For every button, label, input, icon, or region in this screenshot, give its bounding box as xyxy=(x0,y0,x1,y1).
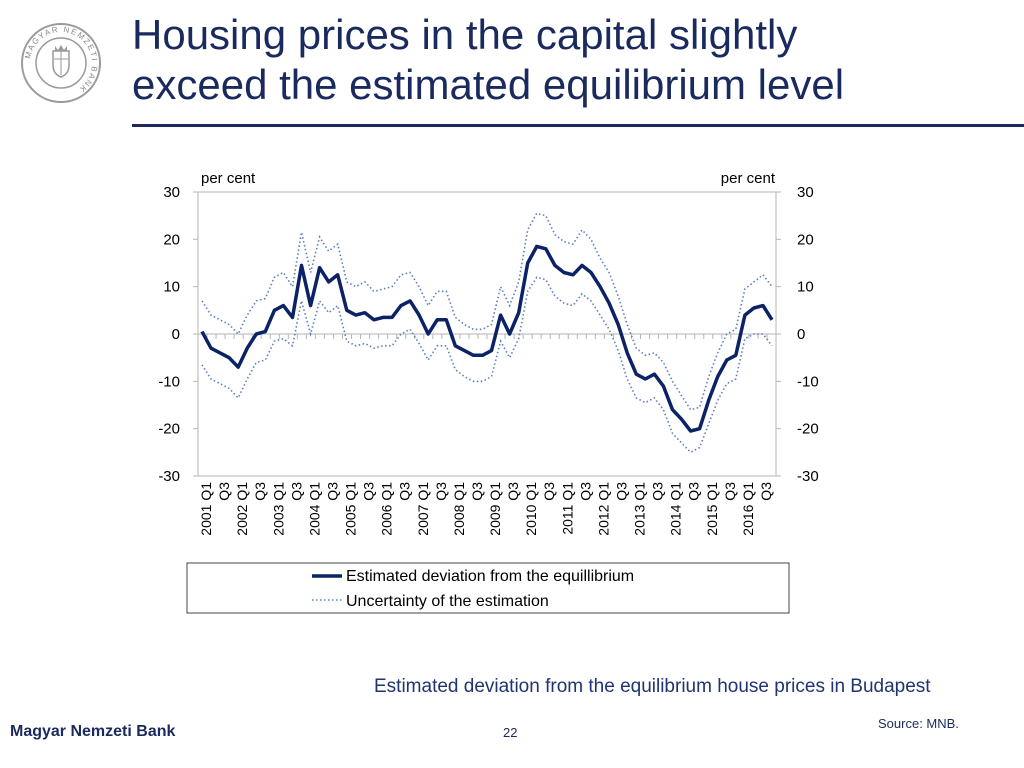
x-tick-label: Q3 xyxy=(469,482,485,501)
y-tick-label-right: -30 xyxy=(797,468,819,485)
y-tick-label-left: -10 xyxy=(158,373,180,390)
page-number: 22 xyxy=(503,725,518,740)
x-tick-label: Q3 xyxy=(397,482,413,501)
x-tick-label: 2016 Q1 xyxy=(740,482,756,536)
x-tick-label: 2002 Q1 xyxy=(234,482,250,536)
title-divider xyxy=(132,124,1024,127)
title-line-1: Housing prices in the capital slightly xyxy=(132,11,798,58)
uncertainty-lower-line xyxy=(201,276,773,454)
footer-brand: Magyar Nemzeti Bank xyxy=(10,723,176,740)
x-tick-label: 2004 Q1 xyxy=(306,482,322,536)
x-tick-label: 2010 Q1 xyxy=(523,482,539,536)
x-tick-label: Q3 xyxy=(288,482,304,501)
y-axis-label-left: per cent xyxy=(201,170,256,187)
y-tick-label-right: -10 xyxy=(797,373,819,390)
page-title: Housing prices in the capital slightly e… xyxy=(132,10,1012,110)
x-tick-label: 2006 Q1 xyxy=(379,482,395,536)
x-tick-label: Q3 xyxy=(650,482,666,501)
x-tick-label: Q3 xyxy=(433,482,449,501)
x-tick-label: Q3 xyxy=(324,482,340,501)
x-tick-label: 2007 Q1 xyxy=(415,482,431,536)
x-tick-label: 2003 Q1 xyxy=(270,482,286,536)
x-tick-label: Q3 xyxy=(722,482,738,501)
source-note: Source: MNB. xyxy=(878,716,959,731)
y-tick-label-left: 30 xyxy=(163,184,180,201)
y-tick-label-left: 0 xyxy=(172,326,180,343)
mnb-logo: MAGYAR NEMZETI BANK xyxy=(21,23,101,103)
x-tick-label: Q3 xyxy=(613,482,629,501)
y-tick-label-right: 10 xyxy=(797,279,814,296)
estimated-deviation-line xyxy=(200,244,774,433)
x-tick-label: 2015 Q1 xyxy=(704,482,720,536)
x-tick-label: 2012 Q1 xyxy=(595,482,611,536)
y-tick-label-right: 0 xyxy=(797,326,805,343)
title-line-2: exceed the estimated equilibrium level xyxy=(132,61,845,108)
x-tick-label: Q3 xyxy=(361,482,377,501)
y-tick-label-left: 20 xyxy=(163,231,180,248)
x-tick-label: Q3 xyxy=(252,482,268,501)
x-tick-label: 2011 Q1 xyxy=(559,482,575,535)
x-tick-label: Q3 xyxy=(505,482,521,501)
line-chart: -30 -20 -10 0 10 20 30 -30 -20 -10 0 10 20 30 2001 Q… xyxy=(158,170,819,614)
y-tick-label-right: 20 xyxy=(797,231,814,248)
y-axis-label-right: per cent xyxy=(721,170,776,187)
y-tick-label-right: 30 xyxy=(797,184,814,201)
y-tick-label-left: 10 xyxy=(163,279,180,296)
legend-label-estimate: Estimated deviation from the equillibriu… xyxy=(346,568,634,585)
x-tick-label: 2008 Q1 xyxy=(451,482,467,536)
chart-subtitle: Estimated deviation from the equilibrium… xyxy=(374,676,931,697)
x-tick-label: 2001 Q1 xyxy=(198,482,214,536)
x-tick-label: Q3 xyxy=(577,482,593,501)
x-tick-label: 2013 Q1 xyxy=(632,482,648,536)
legend-label-uncertainty: Uncertainty of the estimation xyxy=(346,593,549,610)
y-tick-label-right: -20 xyxy=(797,421,819,438)
uncertainty-upper-line xyxy=(201,212,773,411)
x-tick-label: 2009 Q1 xyxy=(487,482,503,536)
y-tick-label-left: -20 xyxy=(158,421,180,438)
x-tick-label: 2014 Q1 xyxy=(668,482,684,536)
x-tick-label: Q3 xyxy=(686,482,702,501)
legend: Estimated deviation from the equillibriu… xyxy=(186,562,790,614)
x-tick-label: 2005 Q1 xyxy=(343,482,359,536)
x-tick-label: Q3 xyxy=(541,482,557,501)
y-tick-label-left: -30 xyxy=(158,468,180,485)
x-tick-label: Q3 xyxy=(758,482,774,501)
legend-box xyxy=(186,562,790,614)
x-tick-label: Q3 xyxy=(216,482,232,501)
